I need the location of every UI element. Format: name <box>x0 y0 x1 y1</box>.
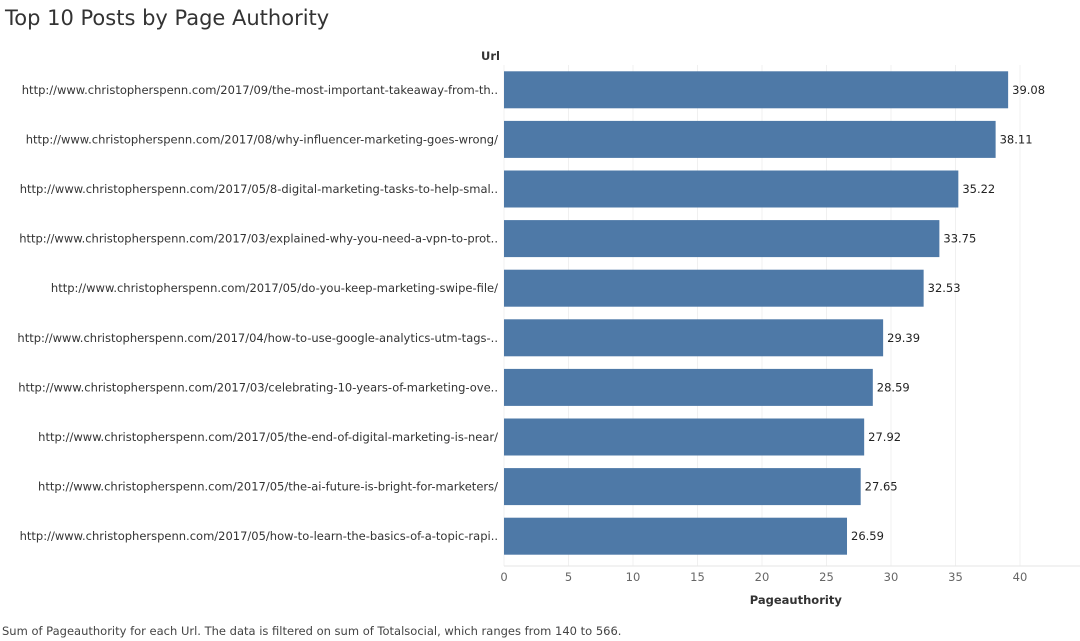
category-label: http://www.christopherspenn.com/2017/03/… <box>18 380 498 394</box>
category-label: http://www.christopherspenn.com/2017/05/… <box>20 182 498 196</box>
x-tick-label: 30 <box>884 570 899 584</box>
value-label: 27.65 <box>865 480 898 494</box>
value-label: 39.08 <box>1012 83 1045 97</box>
x-tick-label: 35 <box>948 570 963 584</box>
category-label: http://www.christopherspenn.com/2017/05/… <box>38 430 498 444</box>
category-label: http://www.christopherspenn.com/2017/04/… <box>17 331 498 345</box>
value-label: 33.75 <box>943 232 976 246</box>
x-axis-title: Pageauthority <box>750 593 843 607</box>
category-label: http://www.christopherspenn.com/2017/05/… <box>51 281 498 295</box>
x-tick-label: 40 <box>1013 570 1028 584</box>
bar <box>504 170 959 208</box>
value-label: 32.53 <box>928 281 961 295</box>
x-tick-label: 5 <box>565 570 572 584</box>
chart-caption: Sum of Pageauthority for each Url. The d… <box>2 624 622 638</box>
chart-title: Top 10 Posts by Page Authority <box>5 6 330 30</box>
category-label: http://www.christopherspenn.com/2017/09/… <box>22 83 498 97</box>
x-tick-label: 20 <box>755 570 770 584</box>
category-label: http://www.christopherspenn.com/2017/08/… <box>26 132 498 146</box>
bar <box>504 468 861 506</box>
x-tick-label: 25 <box>819 570 834 584</box>
bar <box>504 368 873 406</box>
value-label: 35.22 <box>962 182 995 196</box>
value-label: 27.92 <box>868 430 901 444</box>
value-label: 28.59 <box>877 380 910 394</box>
category-label: http://www.christopherspenn.com/2017/03/… <box>19 232 498 246</box>
bar <box>504 418 865 456</box>
bar <box>504 269 924 307</box>
value-label: 29.39 <box>887 331 920 345</box>
category-label: http://www.christopherspenn.com/2017/05/… <box>20 529 498 543</box>
value-label: 38.11 <box>1000 132 1033 146</box>
x-tick-label: 0 <box>500 570 507 584</box>
bar <box>504 120 996 158</box>
category-label: http://www.christopherspenn.com/2017/05/… <box>38 480 498 494</box>
bar <box>504 319 884 357</box>
x-tick-label: 10 <box>626 570 641 584</box>
value-label: 26.59 <box>851 529 884 543</box>
bar <box>504 71 1009 109</box>
x-tick-label: 15 <box>690 570 705 584</box>
bar <box>504 220 940 258</box>
bar <box>504 517 848 555</box>
row-header: Url <box>481 49 500 63</box>
